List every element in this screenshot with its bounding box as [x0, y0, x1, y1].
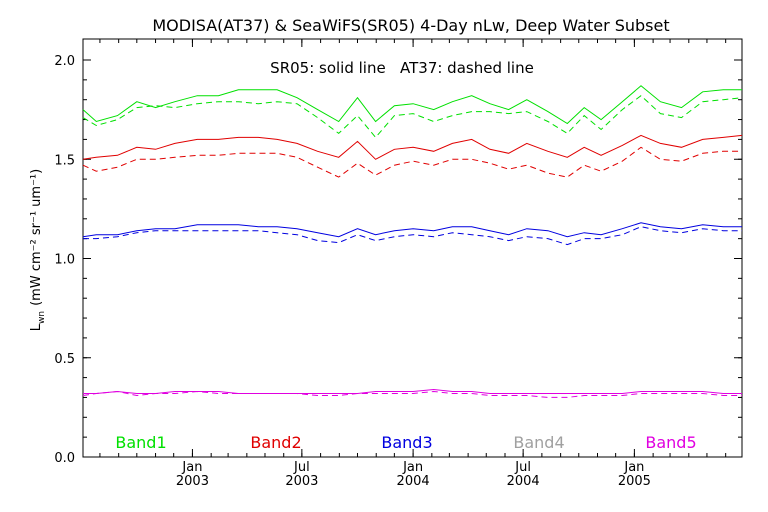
y-axis-label-symbol: L — [29, 323, 44, 331]
legend-band4: Band4 — [513, 433, 564, 452]
legend-band2: Band2 — [250, 433, 301, 452]
x-tick-month: Jul — [514, 460, 531, 475]
band3-dashed-line — [83, 226, 742, 246]
plot-area — [82, 38, 743, 458]
y-axis-label-units: (mW cm⁻² sr⁻¹ um⁻¹) — [29, 169, 44, 306]
chart-subtitle: SR05: solid line AT37: dashed line — [270, 59, 534, 77]
x-tick-year: 2004 — [397, 474, 430, 489]
band5-solid-line — [83, 388, 742, 394]
y-tick-label: 1.5 — [54, 153, 75, 168]
band5-dashed-line — [82, 390, 742, 398]
band1-dashed-line — [82, 95, 743, 139]
x-tick-month: Jan — [181, 460, 202, 475]
band1-solid-line — [82, 85, 742, 125]
plot-frame — [82, 38, 743, 458]
y-tick-label: 0.5 — [54, 352, 75, 367]
x-tick-year: 2004 — [507, 474, 540, 489]
band2-solid-line — [82, 134, 743, 160]
x-tick-year: 2003 — [285, 474, 318, 489]
y-tick-label: 1.0 — [54, 253, 75, 268]
band3-solid-line — [82, 222, 742, 238]
legend-band1: Band1 — [115, 433, 166, 452]
chart-title: MODISA(AT37) & SeaWiFS(SR05) 4-Day nLw, … — [152, 16, 669, 35]
x-tick-year: 2005 — [618, 474, 651, 489]
x-tick-month: Jan — [402, 460, 423, 475]
x-tick-year: 2003 — [176, 474, 209, 489]
x-tick-month: Jan — [623, 460, 644, 475]
legend: Band1 Band2 Band3 Band4 Band5 — [115, 433, 696, 452]
legend-band3: Band3 — [381, 433, 432, 452]
y-axis: 0.0 0.5 1.0 1.5 2.0 — [54, 54, 742, 466]
x-tick-month: Jul — [293, 460, 310, 475]
y-axis-label-subscript: wn — [37, 311, 47, 324]
y-tick-label: 0.0 — [54, 451, 75, 466]
series-layer — [82, 85, 743, 398]
band2-dashed-line — [82, 146, 742, 178]
y-tick-label: 2.0 — [54, 54, 75, 69]
y-axis-label: Lwn (mW cm⁻² sr⁻¹ um⁻¹) — [29, 169, 47, 331]
legend-band5: Band5 — [645, 433, 696, 452]
